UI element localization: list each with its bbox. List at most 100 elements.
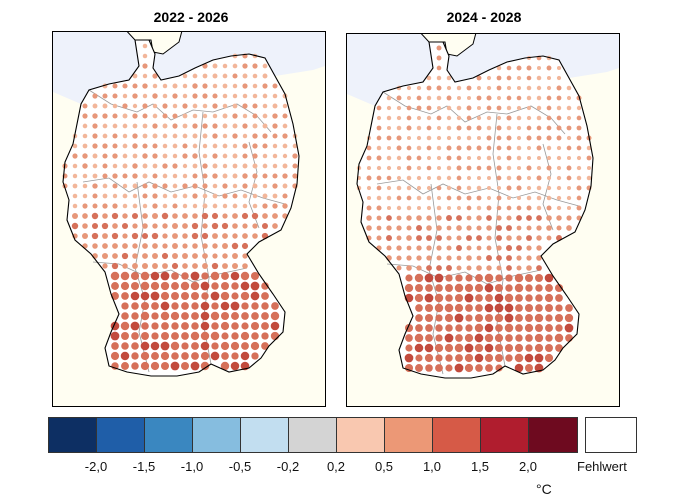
grid-dot (242, 83, 248, 89)
grid-dot (172, 203, 178, 209)
grid-dot (112, 123, 118, 129)
grid-dot (466, 85, 472, 91)
grid-dot (515, 294, 523, 302)
grid-dot (160, 331, 170, 341)
grid-dot (556, 225, 562, 231)
grid-dot (484, 333, 494, 343)
grid-dot (424, 303, 434, 313)
grid-dot (486, 75, 492, 81)
grid-dot (262, 113, 268, 119)
grid-dot (426, 215, 432, 221)
grid-dot (386, 145, 392, 151)
grid-dot (576, 165, 582, 171)
grid-dot (435, 284, 443, 292)
grid-dot (282, 103, 288, 109)
state-border (92, 261, 248, 283)
grid-dot (272, 83, 278, 89)
grid-dot (122, 173, 128, 179)
grid-dot (182, 183, 188, 189)
grid-dot (566, 205, 572, 211)
grid-dot (110, 331, 120, 341)
grid-dot (182, 253, 188, 259)
grid-dot (376, 195, 382, 201)
grid-dot (162, 153, 168, 159)
grid-dot (121, 342, 129, 350)
grid-dot (182, 123, 188, 129)
grid-dot (82, 113, 88, 119)
grid-dot (122, 143, 128, 149)
grid-dot (486, 215, 492, 221)
scale-tick-label: -0,2 (276, 459, 300, 474)
grid-dot (426, 165, 432, 171)
grid-dot (162, 243, 168, 249)
grid-dot (282, 143, 288, 149)
grid-dot (426, 95, 432, 101)
grid-dot (444, 343, 454, 353)
grid-dot (386, 135, 392, 141)
grid-dot (376, 165, 382, 171)
grid-dot (152, 103, 158, 109)
grid-dot (546, 215, 552, 221)
grid-dot (191, 322, 199, 330)
grid-dot (122, 183, 128, 189)
grid-dot (476, 165, 482, 171)
grid-dot (72, 143, 78, 149)
grid-dot (192, 243, 198, 249)
grid-dot (152, 263, 158, 269)
grid-dot (504, 313, 514, 323)
grid-dot (142, 93, 148, 99)
grid-dot (122, 123, 128, 129)
grid-dot (436, 215, 442, 221)
grid-dot (536, 145, 542, 151)
grid-dot (516, 235, 522, 241)
grid-dot (142, 153, 148, 159)
grid-dot (456, 105, 462, 111)
grid-dot (546, 65, 552, 71)
grid-dot (122, 243, 128, 249)
grid-dot (132, 163, 138, 169)
grid-dot (212, 163, 218, 169)
grid-dot (535, 294, 543, 302)
grid-dot (416, 195, 422, 201)
grid-dot (232, 203, 238, 209)
grid-dot (192, 213, 198, 219)
grid-dot (252, 173, 258, 179)
grid-dot (231, 292, 239, 300)
grid-dot (92, 193, 98, 199)
grid-dot (456, 125, 462, 131)
grid-dot (524, 353, 534, 363)
grid-dot (162, 103, 168, 109)
grid-dot (494, 303, 504, 313)
grid-dot (121, 252, 129, 260)
grid-dot (130, 321, 140, 331)
grid-dot (72, 203, 78, 209)
grid-dot (251, 312, 259, 320)
grid-dot (426, 245, 432, 251)
grid-dot (434, 303, 444, 313)
grid-dot (232, 223, 238, 229)
grid-dot (416, 235, 422, 241)
grid-dot (496, 255, 502, 261)
grid-dot (526, 205, 532, 211)
grid-dot (112, 253, 118, 259)
grid-dot (212, 113, 218, 119)
grid-dot (386, 215, 392, 221)
grid-dot (476, 175, 482, 181)
grid-dot (586, 165, 592, 171)
grid-dot (102, 253, 108, 259)
scale-tick-label: -0,5 (228, 459, 252, 474)
grid-dot (434, 273, 444, 283)
grid-dot (82, 223, 88, 229)
grid-dot (526, 195, 532, 201)
grid-dot (230, 361, 240, 371)
grid-dot (576, 115, 582, 121)
grid-dot (456, 135, 462, 141)
grid-dot (526, 135, 532, 141)
grid-dot (396, 125, 402, 131)
grid-dot (436, 255, 442, 261)
grid-dot (446, 235, 452, 241)
grid-dot (424, 353, 434, 363)
grid-dot (445, 324, 453, 332)
grid-dot (436, 65, 442, 71)
grid-dot (486, 185, 492, 191)
